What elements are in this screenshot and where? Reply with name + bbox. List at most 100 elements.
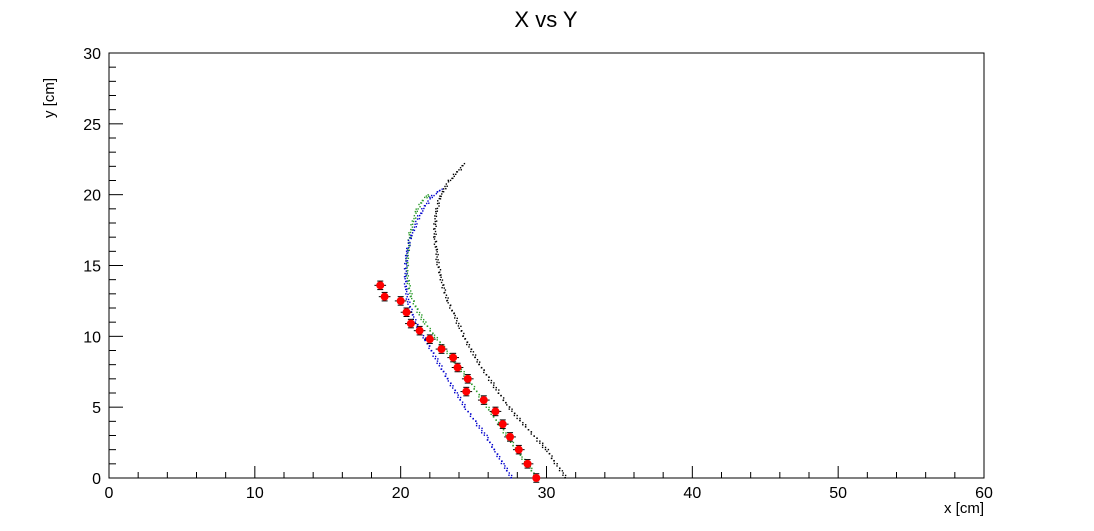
- data-point: [428, 202, 430, 204]
- data-point: [536, 437, 538, 439]
- data-point: [512, 441, 515, 444]
- data-point: [418, 311, 421, 314]
- data-point: [411, 308, 413, 311]
- data-point: [405, 280, 407, 283]
- data-point: [460, 169, 462, 171]
- data-point: [430, 349, 433, 352]
- data-point: [548, 452, 551, 455]
- data-point: [470, 350, 472, 353]
- data-point: [447, 377, 449, 380]
- data-point: [466, 341, 469, 343]
- data-point: [407, 264, 410, 267]
- data-point: [407, 275, 410, 277]
- data-point: [428, 347, 430, 350]
- data-point: [435, 249, 438, 251]
- data-point: [442, 188, 445, 190]
- data-point: [539, 442, 541, 444]
- data-point: [502, 428, 505, 431]
- data-point: [431, 196, 433, 199]
- data-point: [422, 318, 425, 321]
- data-point: [435, 240, 438, 243]
- data-point: [451, 387, 454, 389]
- data-point: [481, 429, 483, 432]
- data-point: [407, 242, 410, 244]
- data-point: [414, 210, 417, 213]
- data-point: [436, 191, 438, 193]
- series-layer: [374, 162, 567, 483]
- data-point: [445, 294, 448, 296]
- data-point: [421, 314, 423, 316]
- data-point: [449, 352, 451, 355]
- data-point: [416, 215, 419, 217]
- plot-frame: [108, 52, 985, 479]
- data-point: [441, 365, 443, 367]
- data-point: [445, 373, 447, 375]
- data-point: [512, 444, 514, 447]
- data-point: [396, 296, 405, 305]
- data-point: [503, 467, 506, 469]
- data-point: [536, 440, 538, 442]
- data-point: [476, 361, 478, 363]
- data-point: [413, 226, 416, 228]
- data-point: [410, 228, 412, 231]
- data-point: [437, 259, 439, 261]
- y-tick-label: 10: [83, 329, 101, 346]
- data-point: [446, 299, 449, 302]
- data-point: [437, 200, 439, 202]
- data-point: [541, 444, 544, 447]
- data-point: [441, 286, 443, 289]
- x-tick-label: 60: [975, 485, 993, 502]
- data-point: [439, 279, 441, 281]
- data-point: [505, 401, 507, 404]
- data-point: [443, 287, 445, 289]
- data-point: [443, 370, 445, 373]
- data-point: [407, 252, 409, 254]
- data-point: [434, 241, 437, 243]
- data-point: [480, 432, 483, 434]
- data-point: [411, 297, 413, 300]
- data-point: [438, 202, 440, 204]
- data-point: [420, 318, 422, 321]
- data-point: [413, 300, 415, 302]
- data-point: [521, 456, 523, 458]
- data-point: [533, 472, 535, 474]
- data-point: [544, 446, 547, 449]
- data-point: [436, 248, 439, 251]
- data-point: [433, 223, 435, 225]
- data-point: [438, 266, 440, 268]
- data-point: [449, 384, 452, 387]
- data-point: [409, 242, 411, 244]
- data-point: [455, 322, 458, 324]
- data-point: [408, 279, 411, 282]
- x-tick-label: 50: [829, 485, 847, 502]
- data-point: [478, 425, 481, 427]
- data-point: [472, 354, 474, 356]
- data-point: [407, 262, 409, 264]
- data-point: [441, 193, 443, 195]
- data-point: [419, 206, 421, 208]
- data-point: [450, 382, 452, 384]
- data-point: [514, 412, 516, 415]
- data-point: [429, 196, 431, 199]
- data-point: [487, 436, 489, 439]
- data-point: [442, 191, 445, 193]
- data-point: [476, 390, 478, 392]
- data-point: [418, 314, 420, 316]
- data-point: [415, 319, 417, 321]
- data-point: [511, 410, 513, 412]
- data-point: [415, 305, 417, 307]
- data-point: [485, 406, 488, 408]
- data-point: [427, 200, 429, 202]
- data-point: [433, 236, 435, 238]
- data-point: [533, 435, 535, 437]
- data-point: [442, 284, 444, 286]
- data-point: [487, 379, 490, 382]
- data-point: [409, 237, 411, 239]
- data-point: [456, 320, 458, 322]
- data-point: [493, 416, 495, 418]
- data-point: [453, 312, 456, 314]
- data-point: [440, 274, 442, 276]
- data-point: [416, 210, 418, 213]
- data-point: [425, 337, 427, 339]
- data-point: [412, 229, 414, 231]
